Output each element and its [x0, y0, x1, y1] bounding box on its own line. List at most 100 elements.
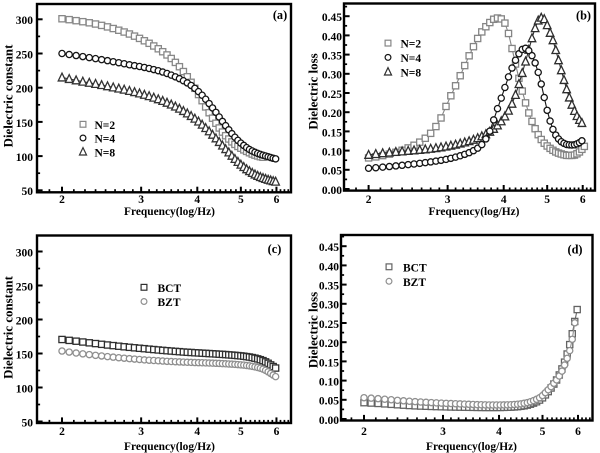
y-tick-label: 0.10 — [319, 377, 339, 389]
panel-a: 2 3 4 5 6 50 100 150 200 250 300 (a) Frequency(log/H… — [1, 2, 293, 218]
panel-d-x-axis-title: Frequency(log/Hz) — [426, 441, 517, 453]
y-tick-label: 0.30 — [319, 300, 339, 312]
x-tick-label: 5 — [238, 194, 244, 206]
legend-item-N=2: N=2 — [401, 39, 422, 51]
x-tick-label: 4 — [194, 194, 200, 206]
x-tick-label: 5 — [544, 194, 550, 206]
panel-c: 2 3 4 5 6 50 100 150 200 250 300 (c) Frequency(log/H… — [1, 234, 293, 453]
y-tick-label: 0.05 — [319, 396, 339, 408]
panel-c-ticks — [37, 250, 290, 423]
panel-a-series-N=4 — [58, 49, 280, 163]
y-tick-label: 150 — [16, 349, 34, 361]
y-tick-label: 0.40 — [322, 31, 342, 43]
panel-b-series-N=4 — [364, 44, 586, 173]
x-tick-label: 2 — [59, 426, 65, 438]
x-tick-label: 3 — [440, 426, 446, 438]
panel-d-letter: (d) — [567, 242, 582, 256]
y-tick-label: 0.00 — [319, 415, 339, 427]
panel-a-tick-labels: 2 3 4 5 6 50 100 150 200 250 300 — [16, 15, 280, 206]
x-tick-label: 5 — [540, 426, 546, 438]
x-tick-label: 4 — [501, 194, 507, 206]
panel-d-legend: BCT BZT — [385, 262, 427, 289]
panel-d-frame — [339, 233, 594, 422]
y-tick-label: 150 — [16, 118, 34, 130]
panel-b-x-axis-title: Frequency(log/Hz) — [429, 206, 520, 218]
panel-d-tick-labels: 2 3 4 5 6 0.00 0.05 0.10 0.15 0.20 0.25 0.30 0.35 0.4… — [319, 242, 581, 438]
y-tick-label: 0.15 — [319, 357, 339, 369]
y-tick-label: 0.35 — [319, 281, 339, 293]
y-tick-label: 200 — [16, 84, 34, 96]
y-tick-label: 300 — [16, 247, 34, 259]
y-tick-label: 0.05 — [322, 166, 342, 178]
y-tick-label: 250 — [16, 281, 34, 293]
legend-item-N=4: N=4 — [401, 53, 422, 65]
y-tick-label: 0.00 — [322, 185, 342, 197]
x-tick-label: 4 — [496, 426, 502, 438]
y-tick-label: 300 — [16, 15, 34, 27]
legend-item-N=8: N=8 — [401, 67, 422, 79]
y-tick-label: 50 — [22, 186, 34, 198]
y-tick-label: 0.30 — [322, 70, 342, 82]
panel-b: 2 3 4 5 6 0.00 0.05 0.10 0.15 0.20 0.25 0.30 0.35 0.4… — [306, 2, 597, 218]
y-tick-label: 0.40 — [319, 261, 339, 273]
y-tick-label: 0.35 — [322, 51, 342, 63]
x-tick-label: 3 — [138, 426, 144, 438]
y-tick-label: 0.20 — [319, 338, 339, 350]
y-tick-label: 250 — [16, 49, 34, 61]
panel-c-series-BCT — [58, 335, 280, 372]
panel-a-letter: (a) — [273, 8, 287, 22]
panel-d-series-BZT — [360, 319, 579, 409]
x-tick-label: 2 — [361, 426, 367, 438]
legend-item-BCT: BCT — [158, 283, 182, 295]
legend-item-BZT: BZT — [403, 277, 426, 289]
panel-a-legend: N=2 N=4N=8 — [78, 120, 116, 159]
panel-a-frame — [35, 2, 293, 194]
panel-c-legend: BCT BZT — [140, 283, 182, 309]
x-tick-label: 3 — [138, 194, 144, 206]
y-tick-label: 0.25 — [319, 319, 339, 331]
y-tick-label: 0.15 — [322, 127, 342, 139]
panel-c-series-BZT — [58, 347, 280, 381]
panel-b-frame — [342, 2, 597, 192]
panel-c-y-axis-title: Dielectric constant — [1, 275, 15, 378]
panel-a-ticks — [37, 18, 290, 193]
panel-d: 2 3 4 5 6 0.00 0.05 0.10 0.15 0.20 0.25 0.30 0.35 0.4… — [306, 233, 594, 453]
x-tick-label: 2 — [366, 194, 372, 206]
y-tick-label: 0.45 — [322, 12, 342, 24]
x-tick-label: 2 — [59, 194, 65, 206]
panel-c-tick-labels: 2 3 4 5 6 50 100 150 200 250 300 — [16, 247, 280, 438]
panel-b-letter: (b) — [576, 9, 591, 23]
panel-a-y-axis-title: Dielectric constant — [1, 44, 15, 147]
panel-b-ticks — [344, 5, 592, 191]
y-tick-label: 0.10 — [322, 147, 342, 159]
panel-d-y-axis-title: Dielectric loss — [306, 292, 320, 368]
x-tick-label: 6 — [274, 426, 280, 438]
legend-item-N=2: N=2 — [95, 120, 116, 132]
y-tick-label: 0.20 — [322, 108, 342, 120]
y-tick-label: 200 — [16, 315, 34, 327]
panel-d-ticks — [341, 235, 591, 421]
panel-a-series-N=8 — [57, 71, 281, 186]
y-tick-label: 100 — [16, 152, 34, 164]
legend-item-N=8: N=8 — [95, 147, 116, 159]
x-tick-label: 4 — [194, 426, 200, 438]
panel-b-y-axis-title: Dielectric loss — [306, 53, 320, 129]
legend-item-N=4: N=4 — [95, 134, 116, 146]
y-tick-label: 0.25 — [322, 89, 342, 101]
panel-c-letter: (c) — [268, 242, 282, 256]
y-tick-label: 50 — [22, 417, 34, 429]
legend-item-BCT: BCT — [403, 262, 427, 274]
panel-c-x-axis-title: Frequency(log/Hz) — [124, 441, 215, 453]
x-tick-label: 6 — [274, 194, 280, 206]
panel-b-legend: N=2 N=4 N=8 — [383, 39, 422, 79]
y-tick-label: 100 — [16, 383, 34, 395]
x-tick-label: 6 — [580, 194, 586, 206]
x-tick-label: 5 — [238, 426, 244, 438]
panel-b-tick-labels: 2 3 4 5 6 0.00 0.05 0.10 0.15 0.20 0.25 0.30 0.35 0.4… — [322, 12, 586, 206]
legend-item-BZT: BZT — [158, 297, 181, 309]
panel-b-series-N=8 — [363, 11, 587, 159]
panel-c-frame — [35, 234, 293, 425]
panel-a-x-axis-title: Frequency(log/Hz) — [124, 206, 215, 218]
